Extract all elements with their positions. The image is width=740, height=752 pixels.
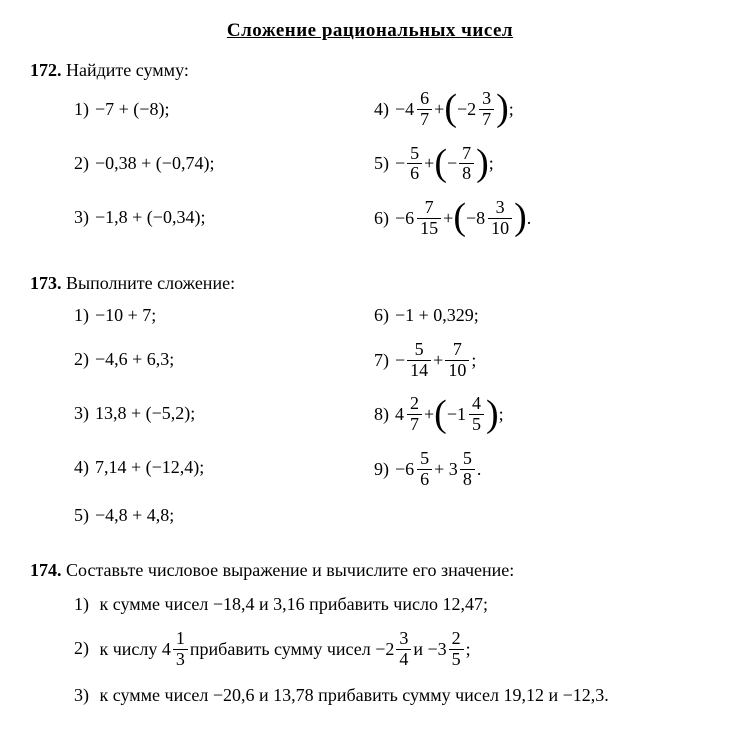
- item-7: 7) − 514 + 710 ;: [374, 340, 710, 381]
- item-8: 8) 427 + ( −145 ) ;: [374, 394, 710, 435]
- item-number: 2): [74, 153, 89, 174]
- item-2: 2) −4,6 + 6,3;: [74, 340, 374, 380]
- item-number: 5): [74, 505, 89, 526]
- item-number: 8): [374, 404, 389, 425]
- problem-header: 173. Выполните сложение:: [30, 273, 710, 294]
- item-expression: − 514 + 710 ;: [395, 340, 476, 381]
- item-number: 3): [74, 685, 89, 705]
- problem-174: 174. Составьте числовое выражение и вычи…: [30, 560, 710, 711]
- problem-173: 173. Выполните сложение: 1) −10 + 7; 2) …: [30, 273, 710, 540]
- problem-title: Составьте числовое выражение и вычислите…: [66, 560, 514, 580]
- item-expression: 7,14 + (−12,4);: [95, 457, 204, 478]
- item-expression: − 56 + ( − 78 ) ;: [395, 144, 494, 185]
- problem-number: 174.: [30, 560, 62, 580]
- problem-header: 172. Найдите сумму:: [30, 60, 710, 81]
- item-expression: 13,8 + (−5,2);: [95, 403, 195, 424]
- item-number: 1): [74, 594, 89, 614]
- item-expression: −467 + ( −237 ) ;: [395, 89, 514, 130]
- item-text: к числу 413 прибавить сумму чисел −234 и…: [100, 629, 471, 670]
- problem-header: 174. Составьте числовое выражение и вычи…: [30, 560, 710, 581]
- problem-title: Найдите сумму:: [66, 60, 189, 80]
- item-text: к сумме чисел −20,6 и 13,78 прибавить су…: [100, 685, 609, 705]
- problem-172: 172. Найдите сумму: 1) −7 + (−8); 2) −0,…: [30, 60, 710, 253]
- problem-number: 173.: [30, 273, 62, 293]
- item-4: 4) −467 + ( −237 ) ;: [374, 89, 710, 130]
- item-1: 1) к сумме чисел −18,4 и 3,16 прибавить …: [74, 589, 710, 620]
- item-number: 1): [74, 305, 89, 326]
- item-2: 2) −0,38 + (−0,74);: [74, 143, 374, 183]
- item-number: 7): [374, 350, 389, 371]
- item-text: к сумме чисел −18,4 и 3,16 прибавить чис…: [100, 594, 488, 614]
- item-expression: −7 + (−8);: [95, 99, 169, 120]
- item-3: 3) 13,8 + (−5,2);: [74, 394, 374, 434]
- item-4: 4) 7,14 + (−12,4);: [74, 448, 374, 488]
- items-grid: 1) −7 + (−8); 2) −0,38 + (−0,74); 3) −1,…: [30, 89, 710, 253]
- item-number: 4): [374, 99, 389, 120]
- item-number: 3): [74, 207, 89, 228]
- item-expression: −4,6 + 6,3;: [95, 349, 174, 370]
- item-9: 9) −656 + 358 .: [374, 449, 710, 490]
- item-number: 9): [374, 459, 389, 480]
- item-6: 6) −6715 + ( −8310 ) .: [374, 198, 710, 239]
- item-5: 5) − 56 + ( − 78 ) ;: [374, 144, 710, 185]
- item-number: 3): [74, 403, 89, 424]
- item-expression: −0,38 + (−0,74);: [95, 153, 214, 174]
- item-expression: −656 + 358 .: [395, 449, 481, 490]
- item-number: 4): [74, 457, 89, 478]
- item-expression: 427 + ( −145 ) ;: [395, 394, 504, 435]
- item-expression: −10 + 7;: [95, 305, 156, 326]
- item-number: 6): [374, 305, 389, 326]
- item-3: 3) −1,8 + (−0,34);: [74, 197, 374, 237]
- item-3: 3) к сумме чисел −20,6 и 13,78 прибавить…: [74, 680, 710, 711]
- item-number: 1): [74, 99, 89, 120]
- item-6: 6) −1 + 0,329;: [374, 302, 710, 330]
- item-1: 1) −7 + (−8);: [74, 89, 374, 129]
- items-list: 1) к сумме чисел −18,4 и 3,16 прибавить …: [30, 589, 710, 711]
- item-1: 1) −10 + 7;: [74, 302, 374, 330]
- item-expression: −1 + 0,329;: [395, 305, 479, 326]
- item-2: 2) к числу 413 прибавить сумму чисел −23…: [74, 629, 710, 670]
- item-expression: −1,8 + (−0,34);: [95, 207, 205, 228]
- item-number: 5): [374, 153, 389, 174]
- problem-number: 172.: [30, 60, 62, 80]
- item-number: 6): [374, 208, 389, 229]
- item-number: 2): [74, 349, 89, 370]
- item-expression: −6715 + ( −8310 ) .: [395, 198, 531, 239]
- items-grid: 1) −10 + 7; 2) −4,6 + 6,3; 3) 13,8 + (−5…: [30, 302, 710, 540]
- item-number: 2): [74, 638, 89, 658]
- section-title: Сложение рациональных чисел: [30, 20, 710, 42]
- item-5: 5) −4,8 + 4,8;: [74, 502, 374, 530]
- problem-title: Выполните сложение:: [66, 273, 235, 293]
- item-expression: −4,8 + 4,8;: [95, 505, 174, 526]
